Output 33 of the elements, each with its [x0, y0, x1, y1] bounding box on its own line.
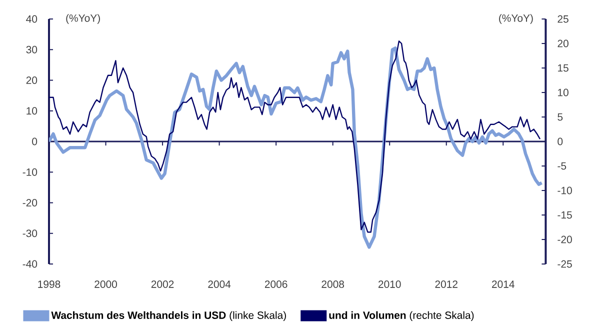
legend-label: Wachstum des Welthandels in USD (linke Skala)	[51, 311, 286, 322]
y2-tick-label: 25	[558, 15, 568, 23]
y2-tick-label: -15	[558, 211, 572, 219]
y2-tick-label: 0	[558, 138, 563, 146]
x-tick-label: 2014	[492, 280, 514, 288]
x-tick-label: 2008	[322, 280, 344, 288]
y-tick-label: -10	[22, 168, 38, 176]
y2-tick-label: -5	[558, 162, 566, 170]
x-tick-label: 2006	[264, 280, 288, 288]
y-tick-label: -40	[22, 260, 38, 268]
x-tick-label: 2000	[94, 280, 117, 288]
y-tick-label: -30	[22, 230, 38, 238]
y2-tick-label: 15	[558, 64, 568, 72]
y-tick-label: 40	[26, 15, 38, 23]
y2-tick-label: -25	[558, 260, 572, 268]
y2-tick-label: -20	[558, 236, 572, 244]
y2-tick-label: -10	[558, 186, 572, 194]
y2-tick-label: 10	[558, 88, 568, 96]
y-tick-label: 20	[26, 76, 38, 84]
legend-label: und in Volumen (rechte Skala)	[329, 311, 474, 322]
y2-axis-title: (%YoY)	[499, 14, 533, 24]
x-tick-label: 2010	[378, 280, 401, 288]
y2-tick-label: 20	[558, 40, 568, 48]
y-tick-label: 10	[26, 107, 38, 115]
y-tick-label: 30	[26, 46, 38, 54]
y-axis-title: (%YoY)	[66, 14, 100, 24]
x-tick-label: 2004	[208, 280, 231, 288]
x-tick-label: 2012	[435, 280, 458, 288]
y-tick-label: -20	[22, 199, 38, 206]
y-tick-label: 0	[32, 138, 38, 146]
x-tick-label: 1998	[38, 280, 60, 288]
y2-tick-label: 5	[558, 113, 563, 121]
x-tick-label: 2002	[151, 280, 174, 288]
